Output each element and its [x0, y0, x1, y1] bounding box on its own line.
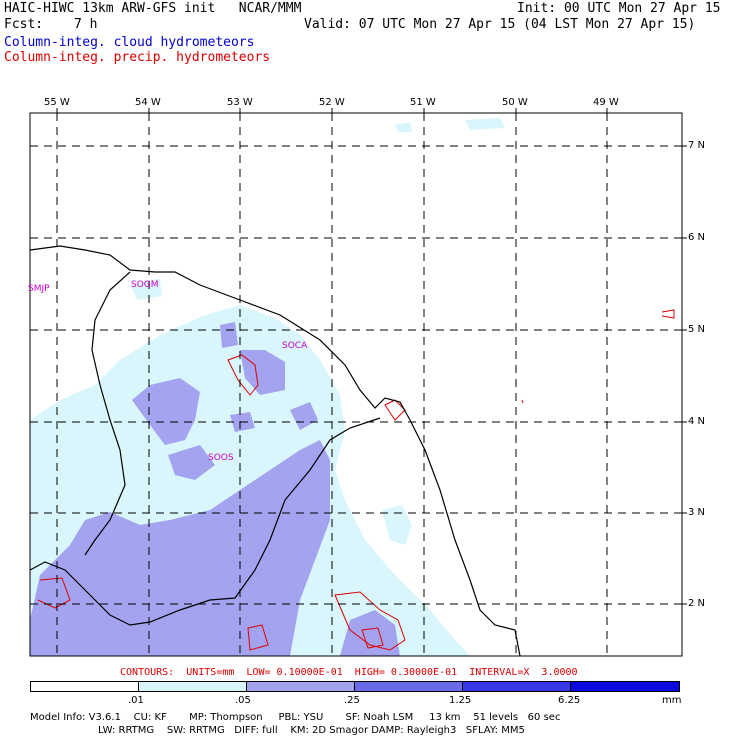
lat-label-4n: 4 N — [688, 416, 706, 427]
lon-label-53w: 53 W — [227, 97, 253, 108]
forecast-hour: 7 h — [74, 17, 98, 32]
lon-label-49w: 49 W — [593, 97, 619, 108]
lat-label-2n: 2 N — [688, 598, 706, 609]
model-title: HAIC-HIWC 13km ARW-GFS init NCAR/MMM — [4, 1, 302, 16]
axis-ticks — [56, 108, 687, 605]
field-title-cloud: Column-integ. cloud hydrometeors — [4, 35, 255, 50]
legend-bin-2 — [247, 682, 355, 691]
color-legend — [30, 681, 680, 692]
init-time: Init: 00 UTC Mon 27 Apr 15 — [517, 1, 721, 16]
legend-unit: mm — [662, 695, 682, 706]
legend-bin-3 — [355, 682, 463, 691]
contours-info: CONTOURS: UNITS=mm LOW= 0.10000E-01 HIGH… — [120, 667, 578, 678]
station-soca: SOCA — [282, 341, 308, 351]
graticule — [30, 113, 682, 656]
model-info-line1: Model Info: V3.6.1 CU: KF MP: Thompson P… — [30, 712, 561, 723]
legend-bin-0 — [31, 682, 139, 691]
station-soos: SOOS — [208, 453, 234, 463]
coastline — [30, 245, 521, 656]
legend-tick-3: 1.25 — [449, 695, 472, 706]
legend-bin-4 — [463, 682, 571, 691]
legend-bin-1 — [139, 682, 247, 691]
legend-tick-1: .05 — [235, 695, 251, 706]
lon-label-55w: 55 W — [44, 97, 70, 108]
station-sogm: SOGM — [131, 280, 159, 290]
lat-label-7n: 7 N — [688, 140, 706, 151]
valid-time: Valid: 07 UTC Mon 27 Apr 15 (04 LST Mon … — [304, 17, 696, 32]
lon-label-52w: 52 W — [319, 97, 345, 108]
station-smjp: SMJP — [28, 284, 50, 294]
field-title-precip: Column-integ. precip. hydrometeors — [4, 50, 271, 65]
legend-tick-4: 6.25 — [558, 695, 581, 706]
legend-tick-0: .01 — [128, 695, 144, 706]
lon-label-50w: 50 W — [502, 97, 528, 108]
forecast-label: Fcst: — [4, 17, 44, 32]
legend-bin-5 — [571, 682, 679, 691]
lon-label-54w: 54 W — [135, 97, 161, 108]
lon-label-51w: 51 W — [410, 97, 436, 108]
model-info-line2: LW: RRTMG SW: RRTMG DIFF: full KM: 2D Sm… — [98, 725, 525, 736]
lat-label-3n: 3 N — [688, 507, 706, 518]
lat-label-5n: 5 N — [688, 324, 706, 335]
legend-tick-2: .25 — [344, 695, 360, 706]
map-border — [29, 112, 683, 657]
lat-label-6n: 6 N — [688, 232, 706, 243]
